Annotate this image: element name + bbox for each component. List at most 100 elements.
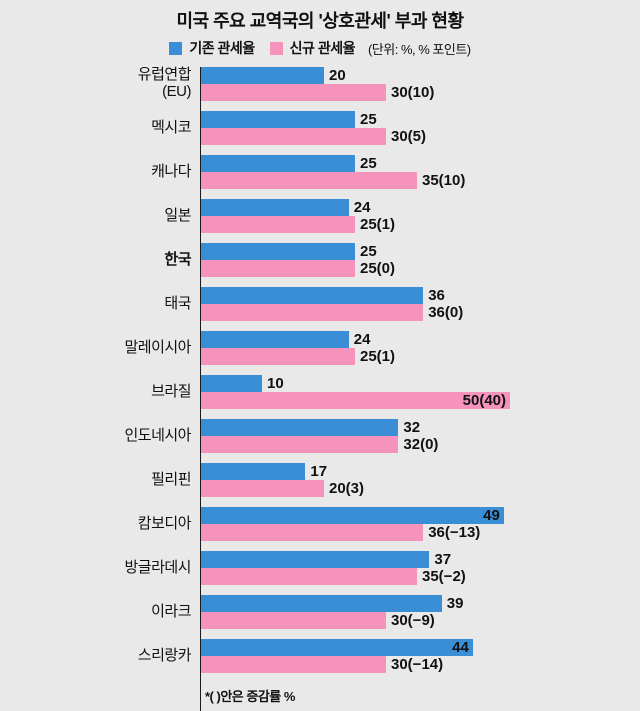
country-label: 캐나다: [151, 162, 191, 180]
new-tariff-bar-line: 25(1): [200, 348, 640, 365]
existing-tariff-bar: 44: [200, 639, 473, 656]
existing-tariff-bar-line: 37: [200, 551, 640, 568]
bar-group: 10 50(40): [200, 375, 640, 409]
bar-group: 49 36(−13): [200, 507, 640, 541]
existing-tariff-value: 10: [267, 375, 284, 392]
axis-line: [200, 67, 201, 711]
chart-row: 멕시코 25 30(5): [0, 111, 640, 145]
new-tariff-value: 32(0): [403, 436, 439, 453]
existing-tariff-bar-line: 25: [200, 111, 640, 128]
new-tariff-value: 25(1): [360, 348, 396, 365]
new-tariff-bar-line: 30(10): [200, 84, 640, 101]
new-tariff-value: 30(5): [391, 128, 427, 145]
chart: 유럽연합 (EU) 20 30(10) 멕시코 25 30(5) 캐: [0, 66, 640, 711]
new-tariff-bar: 50(40): [200, 392, 510, 409]
new-tariff-bar-line: 25(0): [200, 260, 640, 277]
new-tariff-bar-line: 50(40): [200, 392, 640, 409]
new-tariff-value: 30(−14): [391, 656, 444, 673]
legend: 기존 관세율 신규 관세율 (단위: %, % 포인트): [0, 38, 640, 58]
existing-tariff-bar: [200, 551, 430, 568]
bar-group: 24 25(1): [200, 199, 640, 233]
new-tariff-bar-line: 20(3): [200, 480, 640, 497]
country-label: 한국: [164, 250, 191, 268]
chart-row: 캐나다 25 35(10): [0, 155, 640, 189]
chart-row: 스리랑카 44 30(−14): [0, 639, 640, 673]
chart-row: 인도네시아 32 32(0): [0, 419, 640, 453]
existing-tariff-value: 37: [434, 551, 452, 568]
existing-tariff-value: 24: [353, 331, 371, 348]
new-tariff-bar: [200, 172, 417, 189]
chart-row: 방글라데시 37 35(−2): [0, 551, 640, 585]
country-label: 말레이시아: [124, 338, 191, 356]
bar-group: 25 30(5): [200, 111, 640, 145]
existing-tariff-bar-line: 24: [200, 199, 640, 216]
new-tariff-bar: [200, 612, 386, 629]
chart-row: 필리핀 17 20(3): [0, 463, 640, 497]
new-tariff-value: 35(−2): [422, 568, 466, 585]
new-tariff-bar-line: 36(−13): [200, 524, 640, 541]
bar-group: 36 36(0): [200, 287, 640, 321]
existing-tariff-value: 36: [428, 287, 445, 304]
footnote: *( )안은 증감률 %: [205, 689, 295, 704]
new-tariff-bar-line: 30(5): [200, 128, 640, 145]
new-tariff-value: 36(0): [428, 304, 464, 321]
country-label: 캄보디아: [137, 514, 192, 532]
existing-tariff-bar-line: 25: [200, 155, 640, 172]
chart-row: 이라크 39 30(−9): [0, 595, 640, 629]
existing-tariff-bar-line: 24: [200, 331, 640, 348]
existing-tariff-bar: [200, 375, 262, 392]
new-tariff-bar: [200, 84, 386, 101]
existing-tariff-value: 39: [446, 595, 464, 612]
chart-rows: 유럽연합 (EU) 20 30(10) 멕시코 25 30(5) 캐: [0, 66, 640, 673]
new-tariff-value: 25(1): [360, 216, 396, 233]
new-tariff-value: 25(0): [360, 260, 396, 277]
new-tariff-bar: [200, 480, 324, 497]
country-label: 인도네시아: [124, 426, 191, 444]
chart-row: 한국 25 25(0): [0, 243, 640, 277]
existing-tariff-value: 44: [452, 639, 469, 656]
new-tariff-swatch-icon: [269, 41, 283, 55]
bar-group: 39 30(−9): [200, 595, 640, 629]
existing-tariff-value: 25: [360, 243, 377, 260]
new-tariff-bar: [200, 656, 386, 673]
country-label: 유럽연합 (EU): [137, 66, 192, 100]
existing-tariff-bar: [200, 67, 324, 84]
country-label: 필리핀: [151, 470, 191, 488]
chart-row: 태국 36 36(0): [0, 287, 640, 321]
chart-row: 말레이시아 24 25(1): [0, 331, 640, 365]
chart-row: 브라질 10 50(40): [0, 375, 640, 409]
existing-tariff-bar-line: 10: [200, 375, 640, 392]
new-tariff-bar-line: 32(0): [200, 436, 640, 453]
existing-tariff-bar: [200, 111, 355, 128]
country-label: 멕시코: [151, 118, 191, 136]
chart-row: 캄보디아 49 36(−13): [0, 507, 640, 541]
new-tariff-bar-line: 30(−14): [200, 656, 640, 673]
existing-tariff-bar: [200, 155, 355, 172]
new-tariff-bar-line: 36(0): [200, 304, 640, 321]
new-tariff-bar: [200, 524, 424, 541]
chart-row: 유럽연합 (EU) 20 30(10): [0, 66, 640, 101]
new-tariff-bar-line: 35(10): [200, 172, 640, 189]
new-tariff-bar: [200, 304, 424, 321]
legend-existing-label: 기존 관세율: [189, 40, 255, 56]
country-label: 태국: [164, 294, 191, 312]
bar-group: 20 30(10): [200, 67, 640, 101]
new-tariff-value: 50(40): [462, 392, 506, 409]
new-tariff-value: 20(3): [329, 480, 365, 497]
new-tariff-value: 30(10): [391, 84, 435, 101]
new-tariff-value: 36(−13): [428, 524, 481, 541]
legend-new-label: 신규 관세율: [289, 40, 356, 56]
bar-group: 32 32(0): [200, 419, 640, 453]
chart-row: 일본 24 25(1): [0, 199, 640, 233]
existing-tariff-bar-line: 25: [200, 243, 640, 260]
existing-tariff-bar-line: 49: [200, 507, 640, 524]
existing-tariff-value: 25: [360, 155, 377, 172]
existing-tariff-bar: [200, 199, 349, 216]
existing-tariff-bar-line: 39: [200, 595, 640, 612]
existing-tariff-bar-line: 20: [200, 67, 640, 84]
new-tariff-value: 35(10): [422, 172, 466, 189]
new-tariff-bar-line: 35(−2): [200, 568, 640, 585]
existing-tariff-value: 17: [310, 463, 328, 480]
existing-tariff-value: 32: [403, 419, 421, 436]
